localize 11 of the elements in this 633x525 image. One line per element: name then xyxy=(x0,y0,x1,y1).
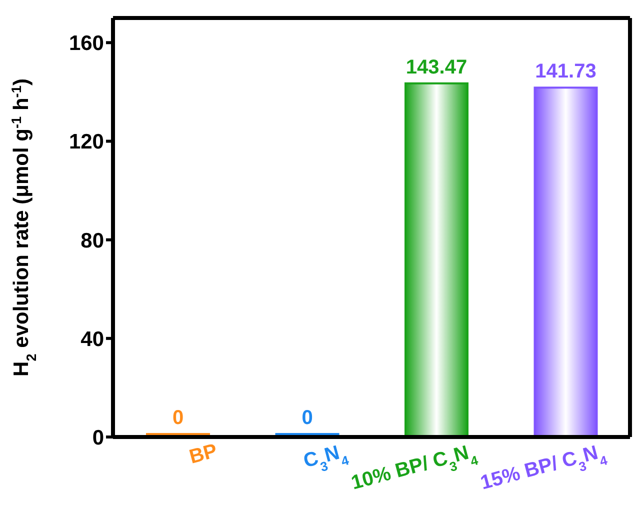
x-tick-label: C$_{3}$N$_{4}$ xyxy=(301,442,352,474)
x-tick-label: BP xyxy=(187,440,220,468)
y-tick-label: 40 xyxy=(80,328,104,351)
data-label: 0 xyxy=(302,407,313,429)
data-label: 143.47 xyxy=(406,56,468,78)
data-label: 0 xyxy=(172,407,184,429)
y-tick-label: 0 xyxy=(92,426,104,450)
y-tick-label: 120 xyxy=(68,130,104,154)
data-label: 141.73 xyxy=(535,60,596,83)
y-tick-label: 80 xyxy=(80,229,104,252)
y-tick-label: 160 xyxy=(68,32,104,56)
